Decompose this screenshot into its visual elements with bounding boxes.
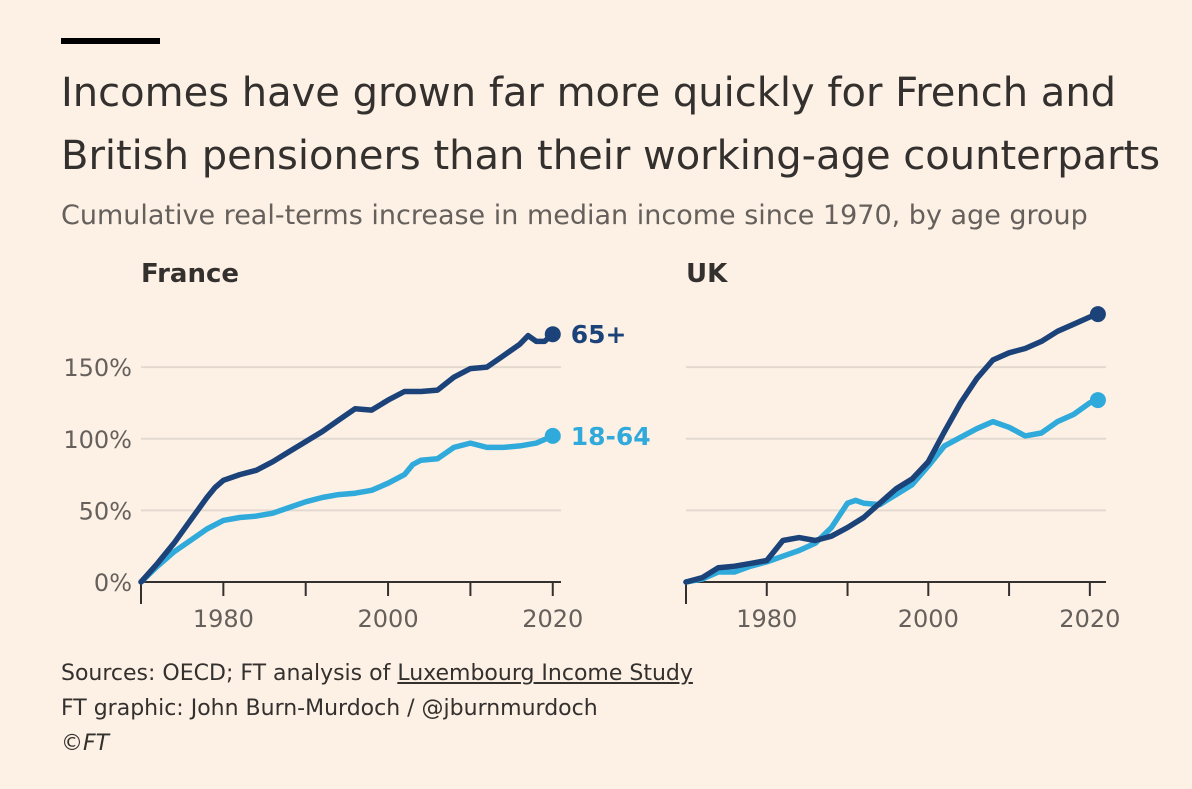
france-ytick-label-50: 50% [79,497,132,525]
sources-link[interactable]: Luxembourg Income Study [397,661,693,686]
france-end-label-1864: 18-64 [571,422,651,451]
chart-title: Incomes have grown far more quickly for … [61,70,1161,179]
uk-xtick-label-2020: 2020 [1059,605,1120,633]
graphic-credit: FT graphic: John Burn-Murdoch / @jburnmu… [61,696,598,721]
chart-subtitle: Cumulative real-terms increase in median… [61,200,1088,231]
footer: Sources: OECD; FT analysis of Luxembourg… [61,656,693,761]
france-endpoint-65 [544,326,561,343]
uk-endpoint-1864 [1089,392,1106,409]
france-end-label-65: 65+ [571,320,627,349]
panel-title-france: France [141,259,240,289]
france-xtick-label-1980: 1980 [193,605,254,633]
france-xtick-label-2000: 2000 [358,605,419,633]
france-ytick-label-100: 100% [63,426,132,454]
uk-line-65 [683,311,1101,585]
france-xtick-label-2020: 2020 [522,605,583,633]
sources-line: Sources: OECD; FT analysis of Luxembourg… [61,656,693,691]
france-endpoint-1864 [544,427,561,444]
uk-xtick-label-1980: 1980 [736,605,797,633]
france-line-65 [138,331,556,585]
france-line-1864 [138,433,556,585]
sources-text: Sources: OECD; FT analysis of [61,661,398,686]
france-ytick-label-0: 0% [94,569,132,597]
copyright: ©FT [61,731,110,756]
uk-xtick-label-2000: 2000 [898,605,959,633]
panel-title-uk: UK [686,259,728,289]
top-rule [61,38,160,44]
france-ytick-label-150: 150% [63,354,132,382]
uk-endpoint-65 [1089,306,1106,323]
